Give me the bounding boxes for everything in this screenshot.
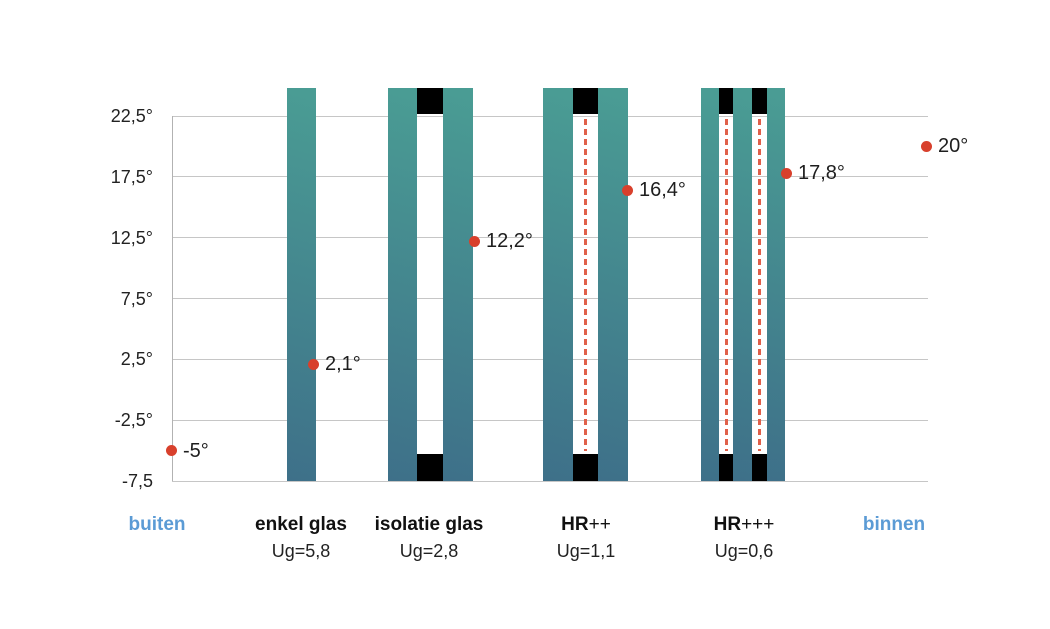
gridline — [172, 480, 928, 482]
y-axis-line — [172, 116, 173, 481]
spacer-block-bottom — [719, 454, 733, 481]
category-name-suffix: +++ — [741, 514, 775, 535]
category-name: HR — [713, 514, 742, 535]
coating-dashed-line — [584, 119, 587, 451]
spacer-block-bottom — [752, 454, 767, 481]
temperature-value-label: 20° — [938, 135, 969, 158]
spacer-block-top — [719, 88, 733, 114]
temperature-value-label: 16,4° — [639, 179, 686, 202]
ug-value-label: Ug=0,6 — [714, 541, 774, 561]
category-name: binnen — [862, 514, 926, 535]
glass-pane — [701, 88, 719, 481]
temperature-dot — [165, 445, 177, 457]
ug-value-label: Ug=5,8 — [271, 541, 331, 561]
category-label: isolatie glas — [339, 513, 519, 537]
category-label: HR+++ — [654, 513, 834, 537]
y-axis-tick-label: 22,5° — [110, 106, 153, 126]
y-axis-tick-label: 12,5° — [110, 227, 153, 248]
spacer-block-top — [573, 88, 598, 114]
coating-dashed-line — [758, 119, 761, 451]
category-name: buiten — [128, 514, 186, 535]
ug-value-label: Ug=1,1 — [556, 541, 616, 561]
temperature-dot — [920, 140, 932, 152]
category-label: binnen — [804, 513, 984, 537]
temperature-value-label: 2,1° — [325, 353, 361, 376]
glass-pane — [767, 88, 785, 481]
category-label: enkel glas — [211, 513, 391, 537]
temperature-value-label: 12,2° — [486, 230, 533, 253]
category-name: enkel glas — [255, 514, 347, 535]
glass-pane — [543, 88, 573, 481]
temperature-dot — [468, 235, 480, 247]
y-axis-tick-label: 7,5° — [120, 288, 153, 309]
category-label: HR++ — [496, 513, 676, 537]
category-name: HR — [561, 514, 589, 535]
glass-pane — [287, 88, 316, 481]
coating-dashed-line — [724, 119, 728, 451]
category-name-suffix: ++ — [588, 514, 611, 535]
y-axis-tick-label: -7,5 — [121, 471, 153, 491]
spacer-block-top — [417, 88, 443, 114]
y-axis-tick-label: 17,5° — [110, 166, 153, 187]
temperature-dot — [307, 358, 319, 370]
temperature-dot — [621, 184, 633, 196]
y-axis-tick-label: -2,5° — [114, 410, 153, 431]
spacer-block-bottom — [417, 454, 443, 481]
glass-pane — [733, 88, 752, 481]
glass-pane — [598, 88, 628, 481]
category-name: isolatie glas — [374, 514, 484, 535]
spacer-block-top — [752, 88, 767, 114]
temperature-value-label: -5° — [183, 439, 209, 462]
glass-pane — [443, 88, 473, 481]
y-axis-tick-label: 2,5° — [120, 349, 153, 370]
spacer-block-bottom — [573, 454, 598, 481]
glass-pane — [388, 88, 417, 481]
ug-value-label: Ug=2,8 — [399, 541, 459, 561]
temperature-dot — [780, 167, 792, 179]
category-label: buiten — [67, 513, 247, 537]
temperature-value-label: 17,8° — [798, 162, 845, 185]
